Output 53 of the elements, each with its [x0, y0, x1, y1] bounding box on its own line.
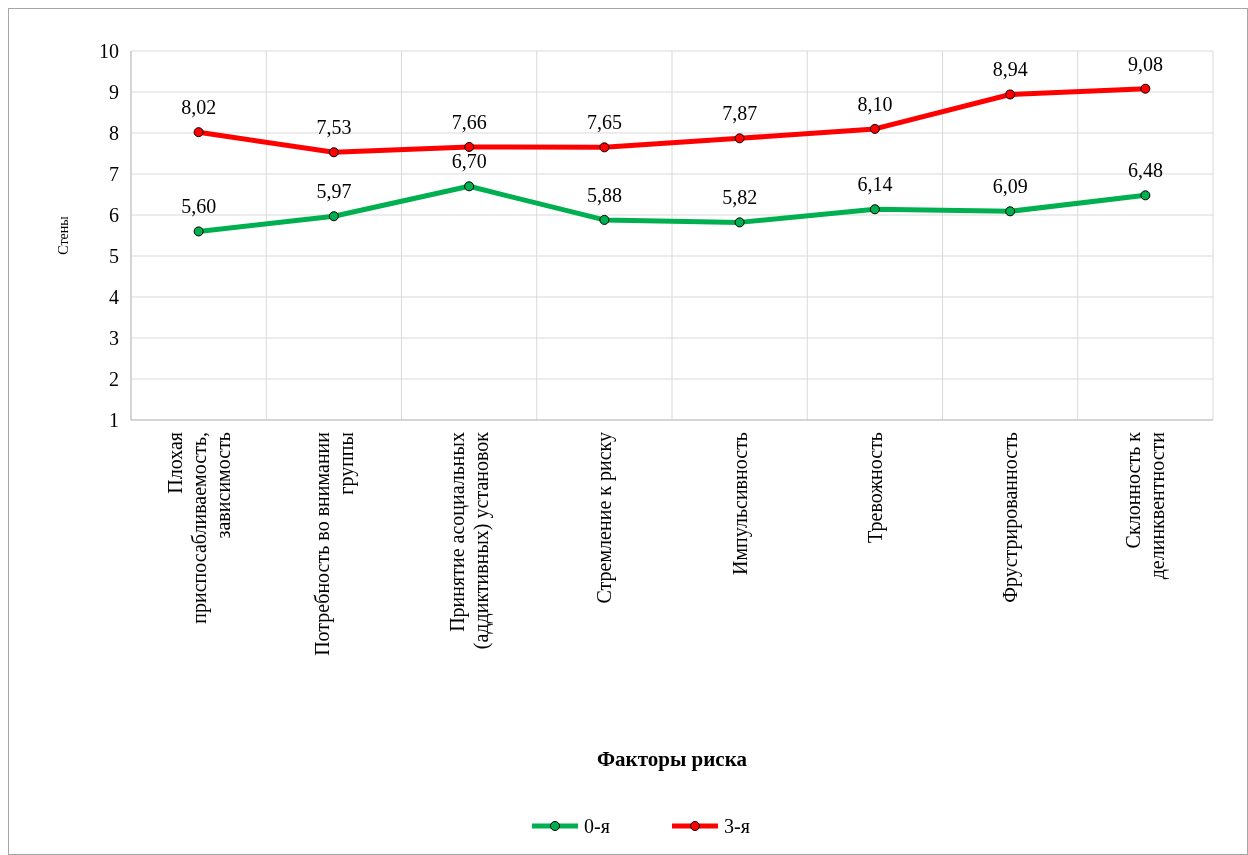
data-label: 6,48 — [1127, 159, 1163, 182]
y-tick-label: 1 — [109, 409, 119, 431]
x-tick-label: Импульсивность — [728, 432, 752, 575]
y-tick-label: 8 — [109, 122, 119, 144]
data-label: 9,08 — [1127, 52, 1163, 75]
point — [1005, 206, 1016, 217]
y-tick-label: 7 — [109, 163, 119, 185]
data-label: 5,82 — [722, 186, 758, 209]
x-tick-label: Стремление к риску — [593, 432, 617, 604]
x-tick-label: Тревожность — [863, 432, 887, 543]
y-tick-label: 6 — [109, 204, 119, 226]
data-label: 8,94 — [992, 58, 1028, 81]
data-label: 6,09 — [992, 175, 1028, 198]
x-tick-label: Потребность во внимании группы — [310, 431, 358, 656]
point — [193, 226, 204, 237]
point — [734, 133, 745, 144]
data-label: 6,14 — [857, 173, 893, 196]
point — [464, 181, 475, 192]
point — [328, 211, 339, 222]
x-tick-label: Склонность к делинквентности — [1122, 431, 1170, 580]
point — [328, 147, 339, 158]
point — [1140, 190, 1151, 201]
data-label: 8,02 — [181, 96, 217, 119]
point — [599, 142, 610, 153]
legend-label: 0-я — [584, 815, 610, 837]
y-tick-label: 4 — [109, 286, 119, 308]
y-tick-label: 9 — [109, 81, 119, 103]
point — [869, 123, 880, 134]
y-axis-title: Стены — [56, 215, 71, 255]
data-label: 5,60 — [181, 195, 217, 218]
point — [599, 214, 610, 225]
data-label: 7,53 — [316, 116, 352, 139]
y-tick-label: 2 — [109, 368, 119, 390]
x-tick-label: Фрустрированность — [999, 432, 1023, 603]
data-label: 7,87 — [722, 102, 758, 125]
data-label: 7,66 — [451, 110, 487, 133]
data-label: 6,70 — [451, 150, 487, 173]
legend-label: 3-я — [724, 815, 750, 837]
point — [464, 141, 475, 152]
x-tick-label: Плохая приспосабливаемость, зависимость — [163, 432, 234, 624]
data-label: 5,88 — [586, 183, 622, 206]
point — [1140, 83, 1151, 94]
y-tick-label: 10 — [99, 40, 119, 62]
data-label: 8,10 — [857, 92, 893, 115]
point — [869, 204, 880, 215]
data-label: 5,97 — [316, 180, 352, 203]
point — [193, 127, 204, 138]
point — [1005, 89, 1016, 100]
x-axis-title: Факторы риска — [597, 747, 748, 771]
data-label: 7,65 — [586, 111, 622, 134]
point — [734, 217, 745, 228]
y-tick-label: 3 — [109, 327, 119, 349]
y-tick-label: 5 — [109, 245, 119, 267]
